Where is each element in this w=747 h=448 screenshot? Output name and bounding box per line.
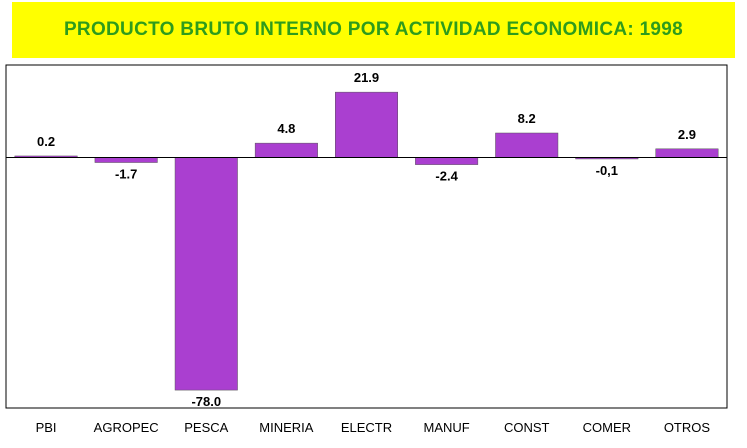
chart-title: PRODUCTO BRUTO INTERNO POR ACTIVIDAD ECO… (63, 19, 684, 40)
category-label-pbi: PBI (36, 420, 57, 435)
labels-group: 0.2 PBI -1.7 AGROPEC -78.0 PESCA 4.8 MINERIA 21.… (36, 70, 711, 435)
value-label-comer: -0,1 (596, 163, 618, 178)
category-label-manuf: MANUF (424, 420, 470, 435)
value-label-otros: 2.9 (678, 127, 696, 142)
category-label-pesca: PESCA (184, 420, 228, 435)
bar-pesca (174, 157, 238, 391)
category-label-const: CONST (504, 420, 550, 435)
value-label-const: 8.2 (518, 111, 536, 126)
value-label-electr: 21.9 (354, 70, 379, 85)
value-label-manuf: -2.4 (435, 169, 458, 184)
category-label-agropec: AGROPEC (94, 420, 159, 435)
value-label-pesca: -78.0 (191, 394, 221, 409)
value-label-pbi: 0.2 (37, 134, 55, 149)
category-label-otros: OTROS (664, 420, 711, 435)
bar-electr (335, 91, 398, 158)
bar-otros (655, 148, 719, 158)
category-label-comer: COMER (583, 420, 631, 435)
bar-mineria (254, 142, 318, 158)
category-label-mineria: MINERIA (259, 420, 314, 435)
title-banner: PRODUCTO BRUTO INTERNO POR ACTIVIDAD ECO… (12, 2, 735, 58)
bar-manuf (415, 157, 479, 165)
bars-group (14, 91, 719, 391)
value-label-agropec: -1.7 (115, 167, 137, 182)
bar-agropec (94, 157, 158, 163)
category-label-electr: ELECTR (341, 420, 392, 435)
value-label-mineria: 4.8 (277, 121, 295, 136)
bar-const (495, 132, 559, 158)
